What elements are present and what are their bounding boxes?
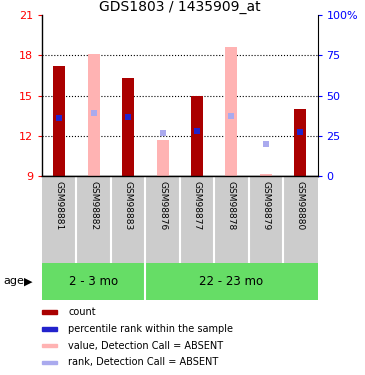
Bar — [122, 78, 134, 176]
Bar — [157, 140, 169, 176]
Text: GSM98883: GSM98883 — [124, 181, 132, 230]
Bar — [42, 176, 76, 262]
Text: age: age — [4, 276, 24, 286]
Bar — [226, 47, 238, 176]
Title: GDS1803 / 1435909_at: GDS1803 / 1435909_at — [99, 0, 261, 14]
Bar — [145, 176, 180, 262]
Bar — [260, 174, 272, 176]
Bar — [42, 327, 57, 331]
Text: GSM98882: GSM98882 — [89, 181, 98, 230]
Text: percentile rank within the sample: percentile rank within the sample — [68, 324, 233, 334]
Text: 22 - 23 mo: 22 - 23 mo — [199, 275, 264, 288]
Bar — [180, 176, 214, 262]
Bar — [53, 66, 65, 176]
Text: ▶: ▶ — [24, 276, 32, 286]
Bar — [191, 96, 203, 176]
Text: GSM98880: GSM98880 — [296, 181, 305, 230]
Bar — [283, 176, 318, 262]
Text: GSM98876: GSM98876 — [158, 181, 167, 230]
Bar — [294, 109, 306, 176]
Bar — [42, 262, 145, 300]
Text: GSM98881: GSM98881 — [55, 181, 64, 230]
Bar — [42, 344, 57, 348]
Text: count: count — [68, 307, 96, 317]
Text: GSM98879: GSM98879 — [261, 181, 270, 230]
Bar — [88, 54, 100, 176]
Bar — [42, 310, 57, 314]
Text: 2 - 3 mo: 2 - 3 mo — [69, 275, 118, 288]
Bar — [76, 176, 111, 262]
Bar — [111, 176, 145, 262]
Text: rank, Detection Call = ABSENT: rank, Detection Call = ABSENT — [68, 357, 218, 368]
Text: GSM98878: GSM98878 — [227, 181, 236, 230]
Bar — [214, 176, 249, 262]
Bar — [42, 361, 57, 364]
Bar — [145, 262, 318, 300]
Text: value, Detection Call = ABSENT: value, Detection Call = ABSENT — [68, 340, 223, 351]
Text: GSM98877: GSM98877 — [192, 181, 201, 230]
Bar — [249, 176, 283, 262]
